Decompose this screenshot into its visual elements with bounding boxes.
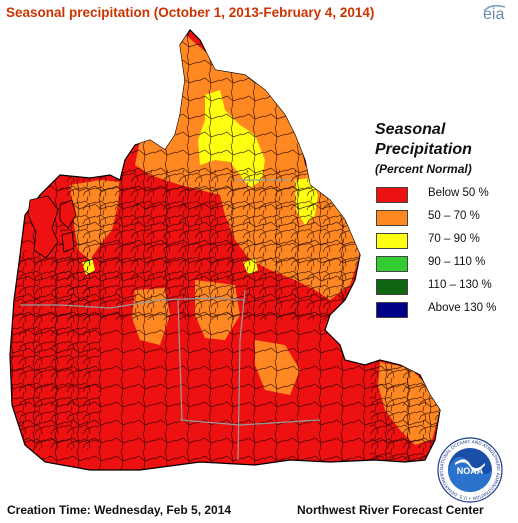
legend-label: Below 50 % xyxy=(428,187,489,199)
legend-swatch xyxy=(376,233,408,249)
legend-subtitle: (Percent Normal) xyxy=(375,162,472,176)
noaa-seal-text: NOAA xyxy=(457,466,484,476)
legend-label: 110 – 130 % xyxy=(428,279,492,291)
noaa-seal-logo: NATIONAL OCEANIC AND ATMOSPHERIC ADMINIS… xyxy=(437,437,503,503)
creation-time: Creation Time: Wednesday, Feb 5, 2014 xyxy=(7,503,232,517)
eia-logo-mark xyxy=(483,4,506,12)
legend-swatch xyxy=(376,302,408,318)
puget-islands xyxy=(27,195,77,259)
legend-title: Seasonal Precipitation xyxy=(375,120,472,160)
state-boundaries xyxy=(20,179,321,461)
legend-title-line2: Precipitation xyxy=(375,141,472,158)
legend-swatch xyxy=(376,279,408,295)
legend-swatch xyxy=(376,256,408,272)
legend-swatch xyxy=(376,210,408,226)
legend-label: Above 130 % xyxy=(428,302,497,314)
eia-logo: eia xyxy=(481,4,513,24)
legend: Seasonal Precipitation (Percent Normal) … xyxy=(372,120,512,320)
legend-item: Above 130 % xyxy=(376,302,512,318)
page-title: Seasonal precipitation (October 1, 2013-… xyxy=(6,5,375,20)
legend-label: 50 – 70 % xyxy=(428,210,480,222)
legend-item: 110 – 130 % xyxy=(376,279,512,295)
legend-title-line1: Seasonal xyxy=(375,121,446,138)
legend-item: 50 – 70 % xyxy=(376,210,512,226)
eia-logo-text: eia xyxy=(483,6,505,23)
legend-item: 90 – 110 % xyxy=(376,256,512,272)
legend-swatch xyxy=(376,187,408,203)
legend-label: 90 – 110 % xyxy=(428,256,486,268)
legend-item: Below 50 % xyxy=(376,187,512,203)
legend-item: 70 – 90 % xyxy=(376,233,512,249)
forecast-center-name: Northwest River Forecast Center xyxy=(297,503,484,517)
legend-label: 70 – 90 % xyxy=(428,233,480,245)
